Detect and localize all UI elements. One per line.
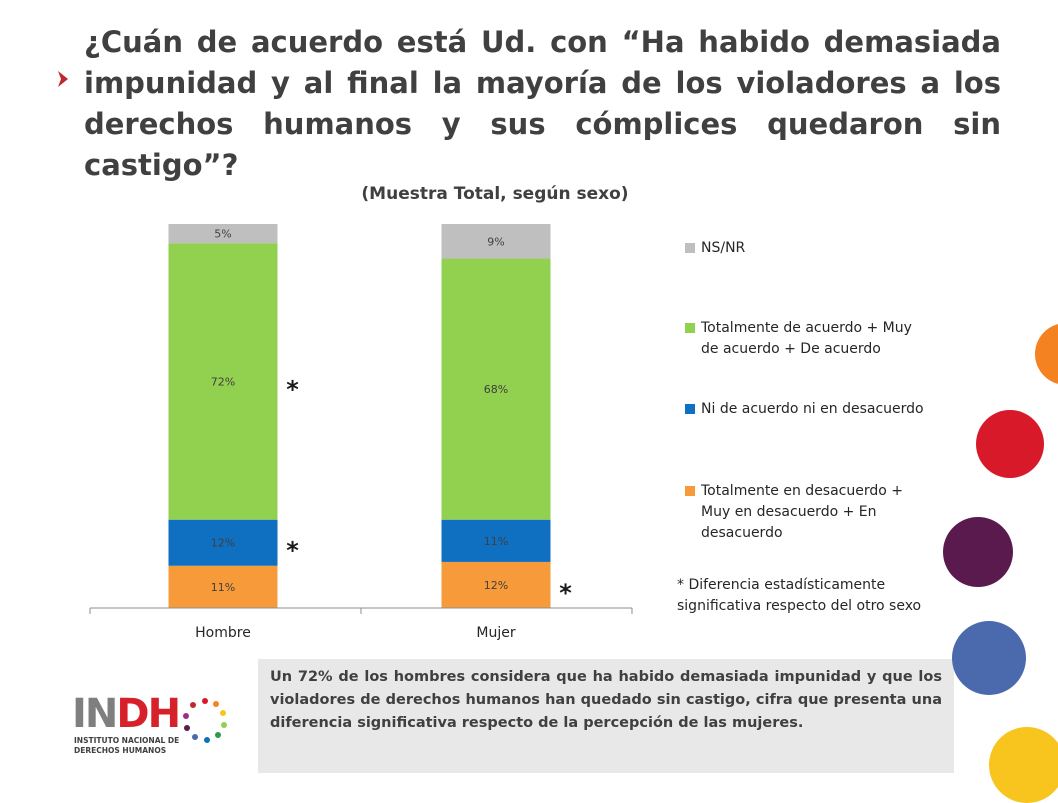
decor-circle-blue (952, 621, 1026, 695)
summary-text: Un 72% de los hombres considera que ha h… (270, 669, 942, 731)
data-label: 5% (214, 228, 231, 241)
legend-item: Totalmente de acuerdo + Muy de acuerdo +… (685, 318, 931, 360)
bar-segment-mujer-3 (441, 224, 551, 259)
significance-marker: * (286, 537, 299, 565)
decor-circle-red (976, 410, 1044, 478)
decor-circle-purple (943, 517, 1013, 587)
bar-segment-mujer-0 (441, 561, 551, 608)
x-tick-label: Hombre (195, 625, 251, 641)
data-label: 11% (484, 535, 508, 548)
data-label: 11% (211, 581, 235, 594)
logo-wordmark: INDH (72, 691, 181, 737)
legend-label: Totalmente de acuerdo + Muy de acuerdo +… (701, 320, 912, 357)
bar-segment-mujer-2 (441, 258, 551, 520)
decor-circle-yellow (989, 727, 1058, 803)
summary-box: Un 72% de los hombres considera que ha h… (258, 659, 954, 773)
significance-footnote: * Diferencia estadísticamente significat… (677, 577, 922, 614)
logo-dots-icon (183, 698, 227, 743)
page-title: ¿Cuán de acuerdo está Ud. con “Ha habido… (84, 25, 1001, 182)
legend-item: Ni de acuerdo ni en desacuerdo (685, 399, 931, 420)
legend-label: Ni de acuerdo ni en desacuerdo (701, 401, 924, 417)
title-bullet-icon (58, 71, 68, 87)
logo-name-part1: IN (72, 691, 118, 737)
bar-segment-hombre-3 (168, 224, 278, 244)
legend-label: NS/NR (701, 240, 746, 256)
legend-swatch (685, 404, 695, 414)
legend-item: Totalmente en desacuerdo + Muy en desacu… (685, 481, 931, 544)
bar-segment-mujer-1 (441, 519, 551, 562)
indh-logo: INDH INSTITUTO NACIONAL DE DERECHOS HUMA… (72, 693, 232, 763)
bar-segment-hombre-2 (168, 243, 278, 520)
logo-name-part2: DH (116, 691, 181, 737)
bar-segment-hombre-0 (168, 565, 278, 608)
chart-title: (Muestra Total, según sexo) (361, 184, 629, 204)
legend-swatch (685, 243, 695, 253)
legend-item: NS/NR (685, 238, 931, 259)
bar-segment-hombre-1 (168, 519, 278, 566)
data-label: 72% (211, 375, 235, 388)
significance-marker: * (286, 375, 299, 403)
x-tick-label: Mujer (476, 625, 515, 641)
logo-subtitle: INSTITUTO NACIONAL DE DERECHOS HUMANOS (74, 736, 180, 755)
legend-label: Totalmente en desacuerdo + Muy en desacu… (701, 483, 904, 541)
legend-swatch (685, 486, 695, 496)
decor-circle-orange (1035, 323, 1058, 385)
data-label: 12% (484, 579, 508, 592)
legend-swatch (685, 323, 695, 333)
data-label: 9% (487, 235, 504, 248)
data-label: 68% (484, 383, 508, 396)
significance-marker: * (559, 579, 572, 607)
data-label: 12% (211, 537, 235, 550)
